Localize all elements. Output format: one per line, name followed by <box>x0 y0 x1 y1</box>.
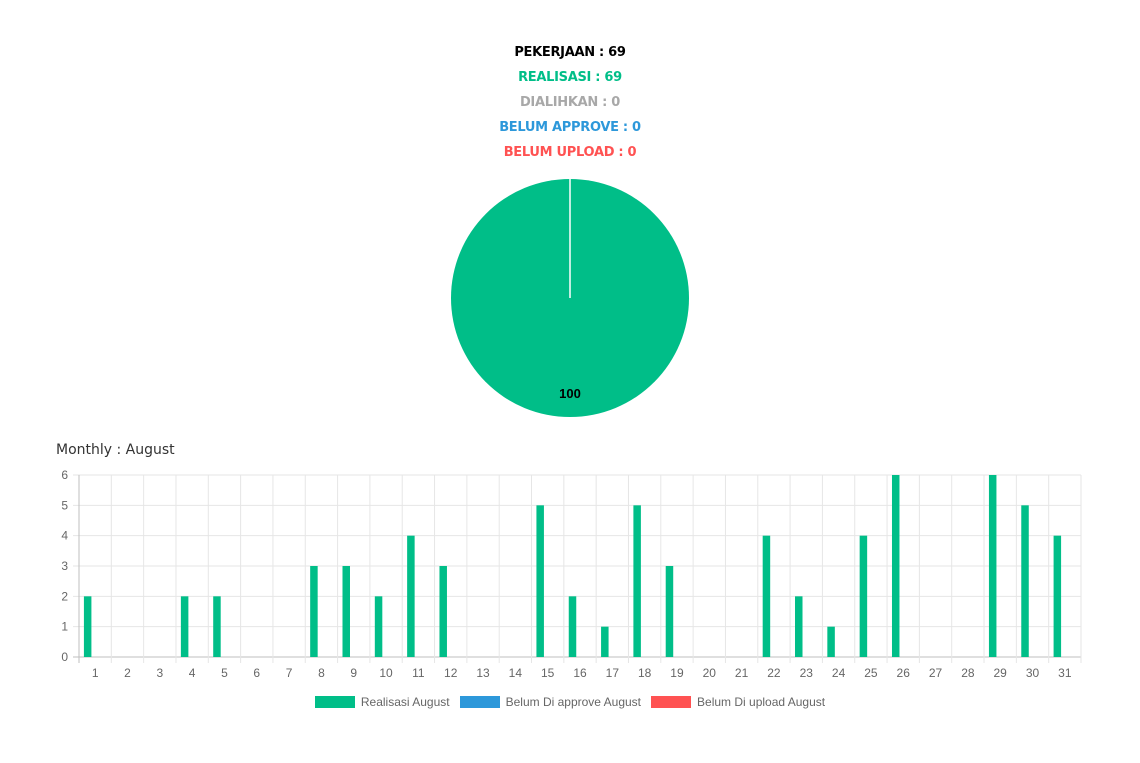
x-tick-label: 8 <box>318 666 325 680</box>
bar <box>1053 535 1062 657</box>
bar <box>342 566 350 657</box>
stat-belum-approve: BELUM APPROVE : 0 <box>499 120 641 135</box>
x-tick-label: 21 <box>735 666 749 680</box>
y-tick-label: 5 <box>61 498 68 512</box>
bar <box>213 596 221 657</box>
bar <box>795 596 803 657</box>
x-tick-label: 22 <box>767 666 781 680</box>
stat-belum-upload: BELUM UPLOAD : 0 <box>503 145 637 160</box>
bar <box>762 535 771 657</box>
bar <box>988 475 997 657</box>
pie-data-label: 100 <box>559 386 581 401</box>
bar <box>1021 505 1029 657</box>
legend-item[interactable]: Belum Di upload August <box>651 695 825 709</box>
x-tick-label: 20 <box>703 666 717 680</box>
y-tick-label: 3 <box>61 559 68 573</box>
legend-label: Realisasi August <box>360 695 450 709</box>
x-tick-label: 29 <box>994 666 1008 680</box>
bar <box>180 596 189 657</box>
x-tick-label: 16 <box>573 666 587 680</box>
bar <box>568 596 577 657</box>
x-tick-label: 28 <box>961 666 975 680</box>
bar <box>859 535 868 657</box>
x-tick-label: 30 <box>1026 666 1040 680</box>
legend-item[interactable]: Belum Di approve August <box>459 695 642 709</box>
x-tick-label: 4 <box>189 666 196 680</box>
bar <box>827 626 835 657</box>
x-tick-label: 26 <box>897 666 911 680</box>
monthly-bar-chart: 0 1 2 3 4 5 6 1 2 3 4 5 6 7 8 9 10 11 12 13 14 15 16 17 18 19 20 21… <box>0 460 1140 695</box>
monthly-title: Monthly : August <box>56 442 175 458</box>
bar <box>891 475 900 657</box>
x-tick-label: 19 <box>670 666 684 680</box>
legend-label: Belum Di upload August <box>697 695 826 709</box>
x-tick-label: 14 <box>509 666 523 680</box>
x-tick-label: 27 <box>929 666 943 680</box>
x-tick-label: 15 <box>541 666 555 680</box>
bar <box>601 626 609 657</box>
bar <box>407 535 415 657</box>
x-tick-label: 10 <box>379 666 393 680</box>
x-tick-label: 1 <box>92 666 99 680</box>
chart-legend: Realisasi August Belum Di approve August B… <box>0 695 1140 709</box>
bar <box>439 566 447 657</box>
x-tick-label: 25 <box>864 666 878 680</box>
pie-chart-svg: 100 <box>451 179 689 417</box>
y-tick-label: 6 <box>61 468 68 482</box>
bar <box>665 566 674 657</box>
x-tick-label: 24 <box>832 666 846 680</box>
stat-realisasi: REALISASI : 69 <box>518 70 622 85</box>
bar <box>83 596 92 657</box>
x-tick-label: 11 <box>412 666 425 680</box>
x-tick-label: 3 <box>156 666 163 680</box>
legend-swatch <box>314 696 355 708</box>
x-tick-label: 7 <box>286 666 293 680</box>
y-tick-label: 1 <box>61 620 68 634</box>
legend-swatch <box>459 696 500 708</box>
x-tick-label: 13 <box>476 666 490 680</box>
y-tick-label: 0 <box>61 650 68 664</box>
legend-swatch <box>651 696 692 708</box>
x-tick-label: 9 <box>350 666 357 680</box>
legend-item[interactable]: Realisasi August <box>314 695 450 709</box>
stat-dialihkan: DIALIHKAN : 0 <box>519 95 621 110</box>
bar <box>374 596 383 657</box>
legend-label: Belum Di approve August <box>505 695 642 709</box>
pie-chart: 100 <box>450 178 690 418</box>
bar <box>310 566 318 657</box>
y-tick-label: 4 <box>61 529 68 543</box>
x-tick-label: 2 <box>124 666 131 680</box>
x-tick-label: 31 <box>1058 666 1072 680</box>
x-tick-label: 5 <box>221 666 228 680</box>
y-tick-label: 2 <box>61 589 68 603</box>
x-tick-label: 6 <box>253 666 260 680</box>
bar <box>536 505 544 657</box>
stat-pekerjaan: PEKERJAAN : 69 <box>514 45 626 60</box>
x-tick-label: 23 <box>800 666 814 680</box>
x-tick-label: 12 <box>444 666 458 680</box>
summary-stats: PEKERJAAN : 69 REALISASI : 69 DIALIHKAN … <box>0 42 1140 167</box>
x-tick-label: 18 <box>638 666 652 680</box>
x-tick-label: 17 <box>606 666 620 680</box>
bar <box>633 505 641 657</box>
